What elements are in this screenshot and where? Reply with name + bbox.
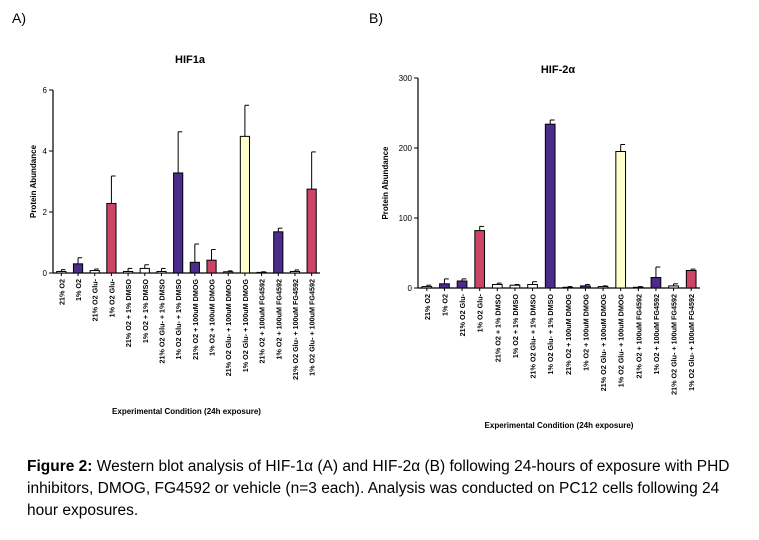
bar — [685, 270, 697, 289]
caption-text: Western blot analysis of HIF-1α (A) and … — [27, 458, 730, 519]
bar — [597, 286, 609, 289]
x-tick-label: 1% O2 Glu- + 1% DMSO — [174, 279, 183, 360]
y-tick-label: 2 — [43, 208, 48, 217]
x-tick-label: 1% O2 Glu- + 100uM FG4592 — [687, 294, 696, 391]
x-tick-label: 1% O2 Glu- + 100uM DMOG — [241, 279, 250, 373]
x-tick-label: 21% O2 + 100uM DMOG — [564, 294, 573, 375]
chart-title: HIF-2α — [541, 64, 576, 76]
x-tick-label: 21% O2 + 100uM DMOG — [191, 279, 200, 360]
panel-a-label: A) — [12, 10, 26, 26]
caption-bold: Figure 2: — [27, 458, 93, 475]
x-tick-label: 21% O2 + 1% DMSO — [493, 294, 502, 363]
y-tick-label: 0 — [408, 284, 413, 293]
y-axis-label: Protein Abundance — [381, 146, 390, 220]
y-tick-label: 4 — [43, 147, 48, 156]
figure-caption: Figure 2: Western blot analysis of HIF-1… — [27, 456, 747, 522]
x-tick-label: 1% O2 + 100uM FG4592 — [652, 294, 661, 375]
panel-b-label: B) — [369, 10, 383, 26]
x-tick-label: 1% O2 + 100uM FG4592 — [274, 279, 283, 360]
bar — [615, 151, 627, 289]
bar — [650, 277, 662, 289]
bar — [491, 284, 503, 289]
x-tick-label: 1% O2 + 1% DMSO — [511, 294, 520, 359]
x-tick-label: 1% O2 Glu- + 100uM DMOG — [617, 294, 626, 388]
x-tick-label: 21% O2 + 100uM FG4592 — [634, 294, 643, 379]
x-tick-label: 1% O2 — [440, 294, 449, 316]
bar — [632, 286, 644, 289]
bar — [439, 283, 450, 289]
x-tick-label: 1% O2 + 100uM DMOG — [581, 294, 590, 371]
x-tick-label: 1% O2 — [74, 279, 83, 301]
x-tick-label: 21% O2 Glu- + 1% DMSO — [157, 279, 166, 364]
x-tick-label: 21% O2 + 1% DMSO — [124, 279, 133, 348]
x-tick-label: 21% O2 + 100uM FG4592 — [258, 279, 267, 364]
x-tick-label: 1% O2 + 1% DMSO — [141, 279, 150, 344]
chart-title: HIF1a — [175, 54, 206, 66]
bar — [474, 230, 486, 289]
x-tick-label: 1% O2 Glu- — [107, 278, 116, 317]
bar — [527, 284, 538, 289]
x-tick-label: 1% O2 + 100uM DMOG — [208, 279, 217, 356]
bar — [580, 285, 591, 289]
y-tick-label: 6 — [43, 86, 48, 95]
y-tick-label: 100 — [399, 214, 413, 223]
x-tick-label: 21% O2 Glu- + 100uM DMOG — [599, 294, 608, 392]
bar — [509, 284, 521, 289]
bar — [456, 280, 468, 289]
bar — [562, 286, 574, 289]
bar — [544, 123, 556, 289]
x-tick-label: 21% O2 Glu- + 100uM FG4592 — [670, 294, 679, 395]
x-axis-label: Experimental Condition (24h exposure) — [112, 407, 261, 416]
bar — [668, 285, 679, 289]
bar — [421, 286, 433, 289]
x-tick-label: 21% O2 Glu- + 100uM DMOG — [224, 279, 233, 377]
x-axis-label: Experimental Condition (24h exposure) — [485, 421, 634, 430]
y-tick-label: 200 — [399, 144, 413, 153]
x-tick-label: 21% O2 — [423, 294, 432, 320]
x-tick-label: 21% O2 Glu- — [458, 293, 467, 336]
y-axis-label: Protein Abundance — [29, 144, 38, 218]
y-tick-label: 0 — [43, 269, 48, 278]
y-tick-label: 300 — [399, 74, 413, 83]
x-tick-label: 21% O2 Glu- + 1% DMSO — [529, 294, 538, 379]
x-tick-label: 1% O2 Glu- + 100uM FG4592 — [308, 279, 317, 376]
x-tick-label: 21% O2 Glu- — [91, 278, 100, 321]
x-tick-label: 1% O2 Glu- + 1% DMSO — [546, 294, 555, 375]
x-tick-label: 21% O2 — [57, 279, 66, 305]
x-tick-label: 21% O2 Glu- + 100uM FG4592 — [291, 279, 300, 380]
x-tick-label: 1% O2 Glu- — [476, 293, 485, 332]
